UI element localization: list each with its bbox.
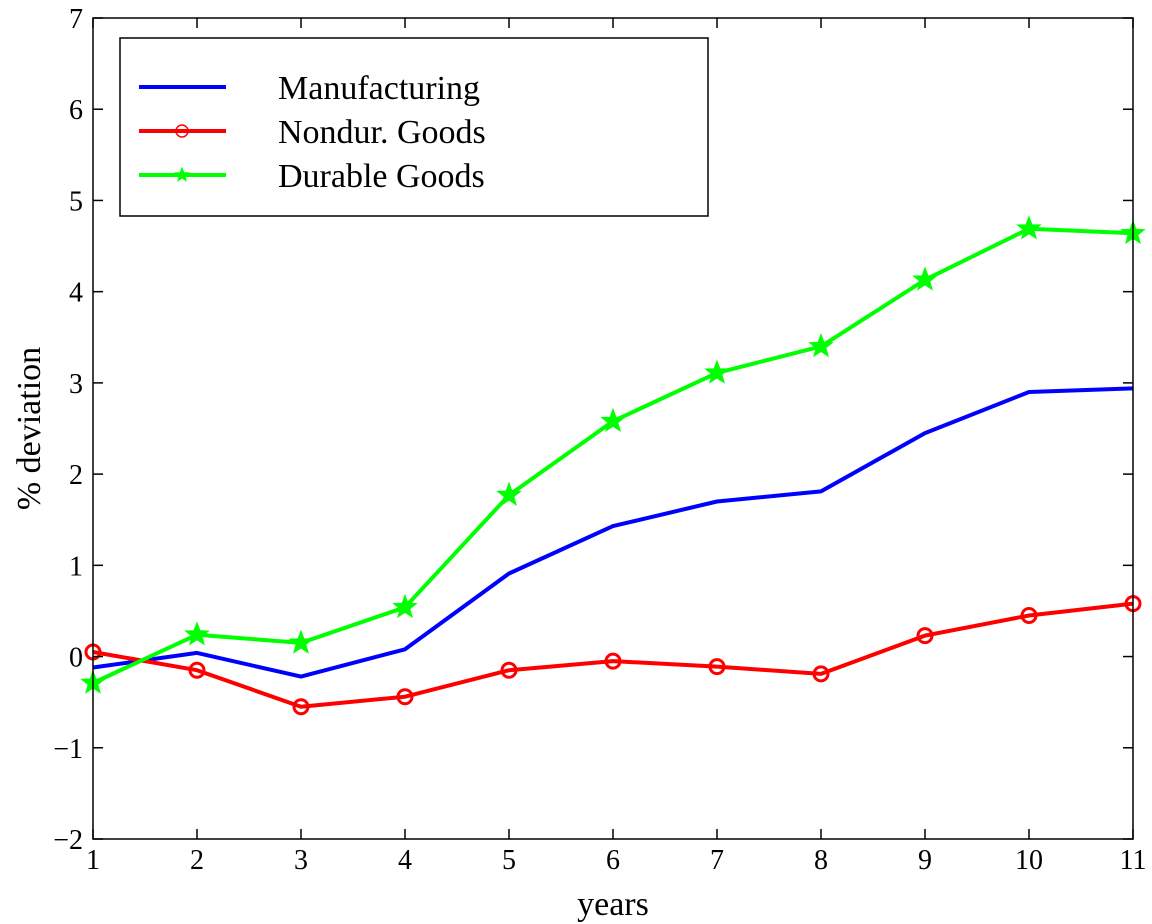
x-tick-label: 7 — [710, 845, 724, 876]
data-point-durable-goods — [186, 623, 209, 645]
y-tick-label: 4 — [69, 278, 83, 309]
legend-label: Nondur. Goods — [278, 114, 486, 151]
data-point-durable-goods — [706, 361, 729, 383]
data-point-durable-goods — [290, 631, 313, 653]
x-tick-label: 8 — [814, 845, 828, 876]
y-tick-label: 1 — [69, 551, 83, 582]
y-tick-label: 7 — [69, 4, 83, 35]
series-durable-goods — [82, 217, 1145, 693]
legend-label: Manufacturing — [278, 70, 480, 107]
x-tick-label: 11 — [1120, 845, 1147, 876]
x-tick-label: 4 — [398, 845, 412, 876]
x-tick-label: 10 — [1015, 845, 1043, 876]
y-tick-label: −1 — [53, 734, 83, 765]
series-line-durable-goods — [93, 229, 1133, 683]
y-tick-label: 0 — [69, 643, 83, 674]
y-tick-label: 6 — [69, 95, 83, 126]
x-tick-label: 2 — [190, 845, 204, 876]
x-tick-label: 9 — [918, 845, 932, 876]
series-line-manufacturing — [93, 388, 1133, 676]
x-tick-label: 3 — [294, 845, 308, 876]
legend-label: Durable Goods — [278, 158, 485, 195]
plot-content — [82, 217, 1145, 714]
y-tick-label: −2 — [53, 825, 83, 856]
y-axis-title: % deviation — [11, 347, 48, 510]
y-tick-label: 3 — [69, 369, 83, 400]
x-tick-label: 6 — [606, 845, 620, 876]
y-tick-label: 2 — [69, 460, 83, 491]
x-tick-label: 1 — [86, 845, 100, 876]
data-point-durable-goods — [810, 334, 833, 356]
series-nondur-goods — [86, 597, 1140, 714]
x-tick-label: 5 — [502, 845, 516, 876]
data-point-durable-goods — [1018, 217, 1041, 239]
y-tick-label: 5 — [69, 186, 83, 217]
series-manufacturing — [93, 388, 1133, 676]
legend: Manufacturing Nondur. Goods Durable Goods — [120, 38, 708, 216]
x-axis-title: years — [577, 886, 649, 923]
